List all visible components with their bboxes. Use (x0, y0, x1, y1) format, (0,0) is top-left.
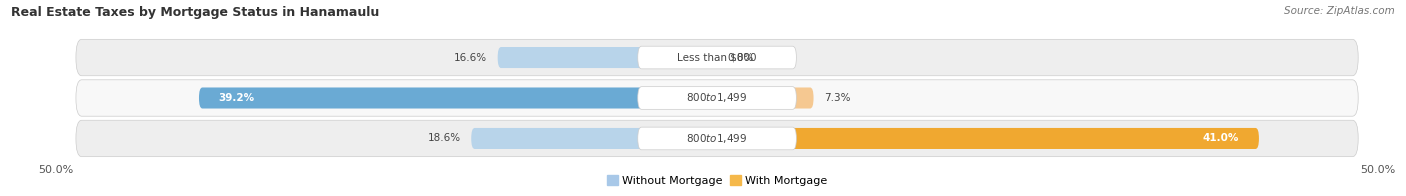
FancyBboxPatch shape (717, 87, 814, 109)
Text: Real Estate Taxes by Mortgage Status in Hanamaulu: Real Estate Taxes by Mortgage Status in … (11, 6, 380, 19)
Text: Less than $800: Less than $800 (678, 53, 756, 63)
FancyBboxPatch shape (76, 80, 1358, 116)
Legend: Without Mortgage, With Mortgage: Without Mortgage, With Mortgage (602, 171, 832, 190)
Text: $800 to $1,499: $800 to $1,499 (686, 132, 748, 145)
FancyBboxPatch shape (200, 87, 717, 109)
FancyBboxPatch shape (717, 128, 1258, 149)
FancyBboxPatch shape (638, 46, 796, 69)
FancyBboxPatch shape (498, 47, 717, 68)
Text: $800 to $1,499: $800 to $1,499 (686, 92, 748, 104)
Text: 18.6%: 18.6% (427, 133, 461, 143)
Text: 0.0%: 0.0% (728, 53, 754, 63)
FancyBboxPatch shape (76, 120, 1358, 157)
Text: 39.2%: 39.2% (219, 93, 254, 103)
Text: 41.0%: 41.0% (1202, 133, 1239, 143)
Text: 7.3%: 7.3% (824, 93, 851, 103)
Text: Source: ZipAtlas.com: Source: ZipAtlas.com (1284, 6, 1395, 16)
FancyBboxPatch shape (638, 87, 796, 109)
FancyBboxPatch shape (638, 127, 796, 150)
FancyBboxPatch shape (76, 39, 1358, 76)
Text: 16.6%: 16.6% (454, 53, 486, 63)
FancyBboxPatch shape (471, 128, 717, 149)
